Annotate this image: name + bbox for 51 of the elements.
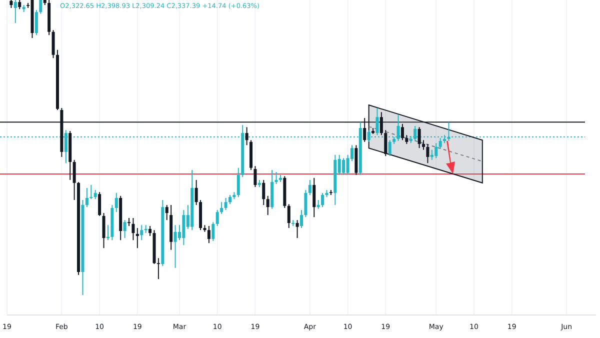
candlestick [52, 30, 55, 59]
candlestick [376, 107, 379, 136]
candlestick [274, 171, 278, 185]
candlestick [224, 197, 228, 211]
candlestick [212, 222, 215, 242]
candlestick [18, 0, 22, 10]
candlestick [136, 228, 139, 249]
candlestick [245, 126, 248, 146]
candlestick [384, 130, 388, 157]
candlestick [418, 126, 421, 149]
candlestick [174, 224, 177, 268]
candlestick [39, 0, 42, 14]
candlestick [266, 195, 270, 216]
candlestick [94, 189, 97, 200]
candlestick [388, 140, 392, 157]
candlestick [90, 184, 93, 200]
candlestick [114, 192, 118, 213]
candlestick [426, 143, 430, 164]
candlestick [300, 210, 303, 229]
candlestick [430, 149, 434, 160]
candlestick [438, 138, 442, 150]
candlestick [321, 192, 324, 208]
candlestick [34, 10, 38, 36]
candlestick [148, 225, 152, 236]
candlestick [207, 225, 210, 244]
candlestick [236, 167, 240, 198]
candlestick [194, 179, 198, 206]
candlestick [296, 220, 299, 239]
candlestick [156, 258, 160, 280]
candlestick [287, 204, 290, 229]
candlestick [14, 0, 17, 24]
candlestick [85, 187, 88, 208]
candlestick [132, 218, 135, 241]
candlestick [220, 202, 224, 214]
candlestick [98, 192, 102, 216]
candlestick [262, 179, 266, 206]
candlestick [434, 142, 438, 159]
candlestick [254, 166, 257, 188]
candlestick [304, 189, 308, 218]
candlestick [123, 220, 126, 239]
candlestick [308, 179, 312, 196]
candlestick [102, 212, 106, 249]
candlestick [72, 159, 76, 201]
candlestick [422, 140, 426, 150]
candlestick [312, 177, 316, 218]
candlestick [228, 194, 232, 205]
candlestick [140, 224, 144, 241]
candlestick [165, 204, 168, 221]
candlestick [182, 210, 186, 246]
candlestick [216, 210, 219, 226]
candlestick [342, 158, 346, 176]
